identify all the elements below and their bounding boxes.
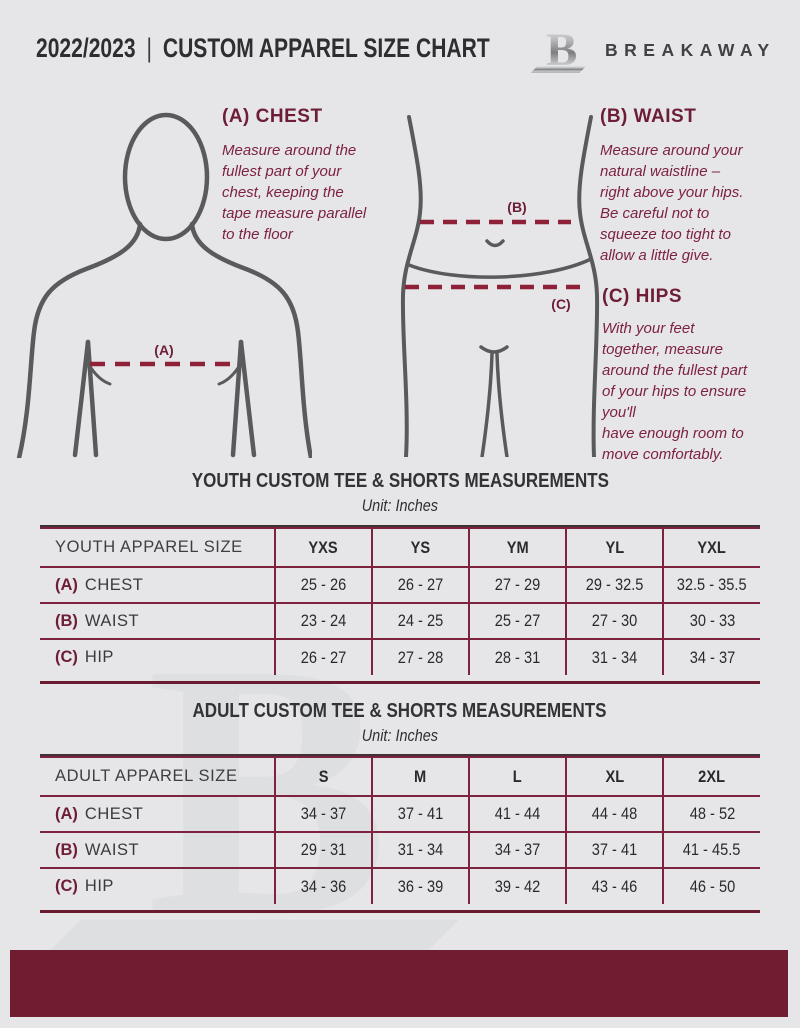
youth-table-bottom-rule xyxy=(40,681,760,684)
row-marker: (C) xyxy=(55,648,78,666)
size-header-yxl: YXL xyxy=(662,529,760,567)
row-label: HIP xyxy=(84,877,114,895)
cell-value: 43 - 46 xyxy=(591,876,638,896)
cell-value: 30 - 33 xyxy=(689,611,735,630)
waist-hip-figure-illustration: (B) (C) xyxy=(395,113,605,457)
size-header-ys: YS xyxy=(371,529,469,567)
youth-waist-row: (B) WAIST 23 - 24 24 - 25 25 - 27 27 - 30… xyxy=(40,603,760,639)
youth-size-table: YOUTH APPAREL SIZE YXS YS YM YL YXL (A) C… xyxy=(40,529,760,675)
adult-unit-label: Unit: Inches xyxy=(361,726,439,745)
youth-table-title: YOUTH CUSTOM TEE & SHORTS MEASUREMENTS xyxy=(191,470,609,492)
size-header-l: L xyxy=(468,758,566,796)
cell-value: 31 - 34 xyxy=(591,647,638,667)
hips-heading: (C) HIPS xyxy=(602,286,682,307)
hips-description: With your feet together, measure around … xyxy=(602,320,748,463)
cell-value: 36 - 39 xyxy=(397,876,444,896)
row-label: CHEST xyxy=(84,804,144,823)
cell-value: 34 - 37 xyxy=(300,804,347,823)
waist-marker-label: (B) xyxy=(507,199,526,215)
title-year: 2022/2023 xyxy=(36,33,136,63)
cell-value: 34 - 37 xyxy=(494,840,541,859)
row-label: WAIST xyxy=(84,840,140,859)
adult-hip-row: (C) HIP 34 - 36 36 - 39 39 - 42 43 - 46 4… xyxy=(40,868,760,904)
cell-value: 27 - 29 xyxy=(494,575,541,594)
adult-size-column-header: ADULT APPAREL SIZE xyxy=(55,767,238,785)
chest-heading: (A) CHEST xyxy=(222,106,323,127)
cell-value: 25 - 27 xyxy=(494,611,541,630)
row-marker: (A) xyxy=(55,575,78,594)
cell-value: 32.5 - 35.5 xyxy=(677,575,747,594)
row-marker: (B) xyxy=(55,840,78,859)
waist-description: Measure around your natural waistline – … xyxy=(600,142,744,264)
cell-value: 41 - 45.5 xyxy=(683,840,741,859)
cell-value: 31 - 34 xyxy=(397,840,444,859)
size-header-s: S xyxy=(274,758,372,796)
row-marker: (B) xyxy=(55,611,78,630)
size-header-xl: XL xyxy=(565,758,663,796)
cell-value: 39 - 42 xyxy=(494,876,541,896)
cell-value: 44 - 48 xyxy=(591,804,638,823)
title-separator: | xyxy=(146,33,152,63)
size-header-m: M xyxy=(371,758,469,796)
size-header-yxs: YXS xyxy=(274,529,372,567)
youth-header-row: YOUTH APPAREL SIZE YXS YS YM YL YXL xyxy=(40,529,760,567)
youth-table-top-rule xyxy=(40,525,760,529)
row-marker: (C) xyxy=(55,877,78,895)
row-label: CHEST xyxy=(84,575,144,594)
youth-size-column-header: YOUTH APPAREL SIZE xyxy=(55,538,243,556)
youth-hip-row: (C) HIP 26 - 27 27 - 28 28 - 31 31 - 34 3… xyxy=(40,639,760,675)
adult-header-row: ADULT APPAREL SIZE S M L XL 2XL xyxy=(40,758,760,796)
row-marker: (A) xyxy=(55,804,78,823)
size-header-yl: YL xyxy=(565,529,663,567)
cell-value: 26 - 27 xyxy=(300,647,347,667)
breakaway-b-logo-icon: B xyxy=(531,22,593,78)
adult-waist-row: (B) WAIST 29 - 31 31 - 34 34 - 37 37 - 41… xyxy=(40,832,760,868)
cell-value: 28 - 31 xyxy=(494,647,541,667)
brand-name: BREAKAWAY xyxy=(605,39,776,60)
cell-value: 26 - 27 xyxy=(397,575,444,594)
cell-value: 25 - 26 xyxy=(300,575,347,594)
cell-value: 23 - 24 xyxy=(300,611,347,630)
cell-value: 37 - 41 xyxy=(397,804,444,823)
row-label: WAIST xyxy=(84,611,140,630)
chest-figure-illustration: (A) xyxy=(12,106,312,458)
youth-chest-row: (A) CHEST 25 - 26 26 - 27 27 - 29 29 - 32… xyxy=(40,567,760,603)
adult-table-top-rule xyxy=(40,754,760,758)
youth-unit-label: Unit: Inches xyxy=(361,496,439,515)
cell-value: 27 - 30 xyxy=(591,611,638,630)
size-header-ym: YM xyxy=(468,529,566,567)
cell-value: 34 - 37 xyxy=(689,647,735,667)
cell-value: 29 - 32.5 xyxy=(585,575,644,594)
page-title: 2022/2023 | CUSTOM APPAREL SIZE CHART xyxy=(36,33,618,64)
chest-description: Measure around the fullest part of your … xyxy=(222,142,367,243)
cell-value: 27 - 28 xyxy=(397,647,444,667)
adult-size-table: ADULT APPAREL SIZE S M L XL 2XL (A) CHEST… xyxy=(40,758,760,904)
waist-heading: (B) WAIST xyxy=(600,106,697,127)
adult-table-title: ADULT CUSTOM TEE & SHORTS MEASUREMENTS xyxy=(192,700,608,722)
chest-marker-label: (A) xyxy=(154,342,173,358)
cell-value: 41 - 44 xyxy=(494,804,541,823)
cell-value: 29 - 31 xyxy=(300,840,347,859)
adult-chest-row: (A) CHEST 34 - 37 37 - 41 41 - 44 44 - 48… xyxy=(40,796,760,832)
cell-value: 34 - 36 xyxy=(300,876,347,896)
cell-value: 37 - 41 xyxy=(591,840,638,859)
cell-value: 24 - 25 xyxy=(397,611,444,630)
cell-value: 48 - 52 xyxy=(689,804,735,823)
row-label: HIP xyxy=(84,648,114,666)
size-header-2xl: 2XL xyxy=(662,758,760,796)
hip-marker-label: (C) xyxy=(551,296,570,312)
adult-table-bottom-rule xyxy=(40,910,760,913)
title-text: CUSTOM APPAREL SIZE CHART xyxy=(162,33,490,63)
cell-value: 46 - 50 xyxy=(689,876,735,896)
brand-block: B BREAKAWAY xyxy=(531,22,776,78)
footer-bar xyxy=(10,950,788,1017)
